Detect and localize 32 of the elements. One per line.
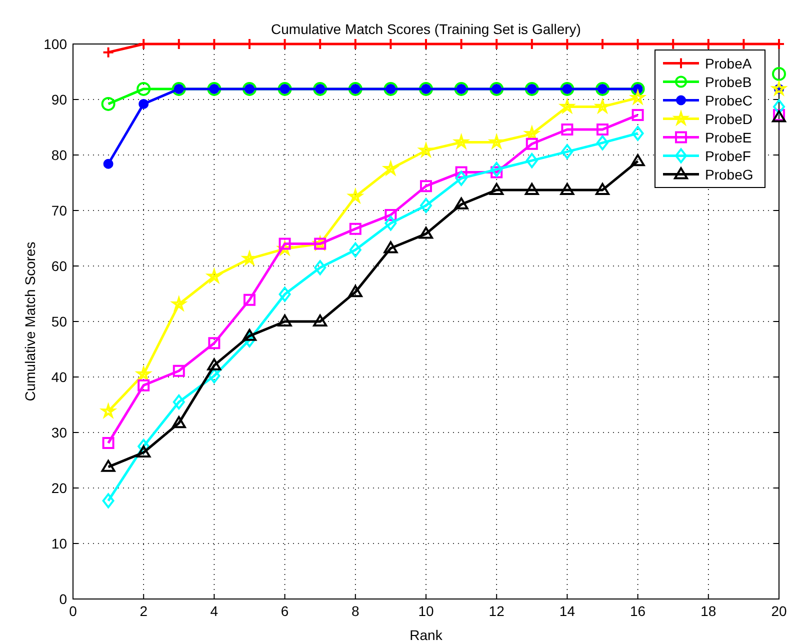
y-tick-label: 100 bbox=[44, 36, 68, 52]
y-axis-title: Cumulative Match Scores bbox=[22, 242, 38, 402]
y-tick-label: 10 bbox=[51, 536, 68, 552]
x-tick-label: 14 bbox=[559, 603, 576, 619]
y-tick-label: 80 bbox=[51, 147, 68, 163]
x-tick-label: 10 bbox=[418, 603, 434, 619]
legend-label: ProbeD bbox=[705, 110, 752, 127]
x-tick-label: 20 bbox=[771, 603, 787, 619]
legend-label: ProbeE bbox=[705, 129, 752, 146]
x-tick-label: 6 bbox=[280, 603, 289, 619]
y-tick-label: 60 bbox=[51, 258, 68, 274]
y-tick-label: 90 bbox=[51, 92, 68, 108]
chart-title: Cumulative Match Scores (Training Set is Gallery) bbox=[271, 21, 581, 37]
y-tick-label: 0 bbox=[59, 591, 68, 607]
x-tick-label: 16 bbox=[630, 603, 646, 619]
legend-label: ProbeB bbox=[705, 74, 752, 90]
x-tick-label: 2 bbox=[140, 603, 148, 619]
legend-label: ProbeF bbox=[705, 148, 751, 164]
x-tick-label: 18 bbox=[700, 603, 716, 619]
y-tick-label: 30 bbox=[51, 424, 68, 440]
x-tick-label: 0 bbox=[69, 603, 78, 619]
y-tick-label: 40 bbox=[51, 369, 68, 385]
x-axis-title: Rank bbox=[410, 627, 444, 642]
x-tick-label: 12 bbox=[488, 603, 505, 619]
y-tick-label: 70 bbox=[51, 202, 68, 218]
x-tick-label: 4 bbox=[210, 603, 218, 619]
x-tick-label: 8 bbox=[352, 603, 360, 619]
legend-label: ProbeC bbox=[705, 92, 752, 108]
y-tick-label: 20 bbox=[51, 480, 68, 496]
legend-label: ProbeG bbox=[705, 166, 754, 182]
legend-label: ProbeA bbox=[705, 55, 752, 72]
y-tick-label: 50 bbox=[51, 314, 68, 330]
